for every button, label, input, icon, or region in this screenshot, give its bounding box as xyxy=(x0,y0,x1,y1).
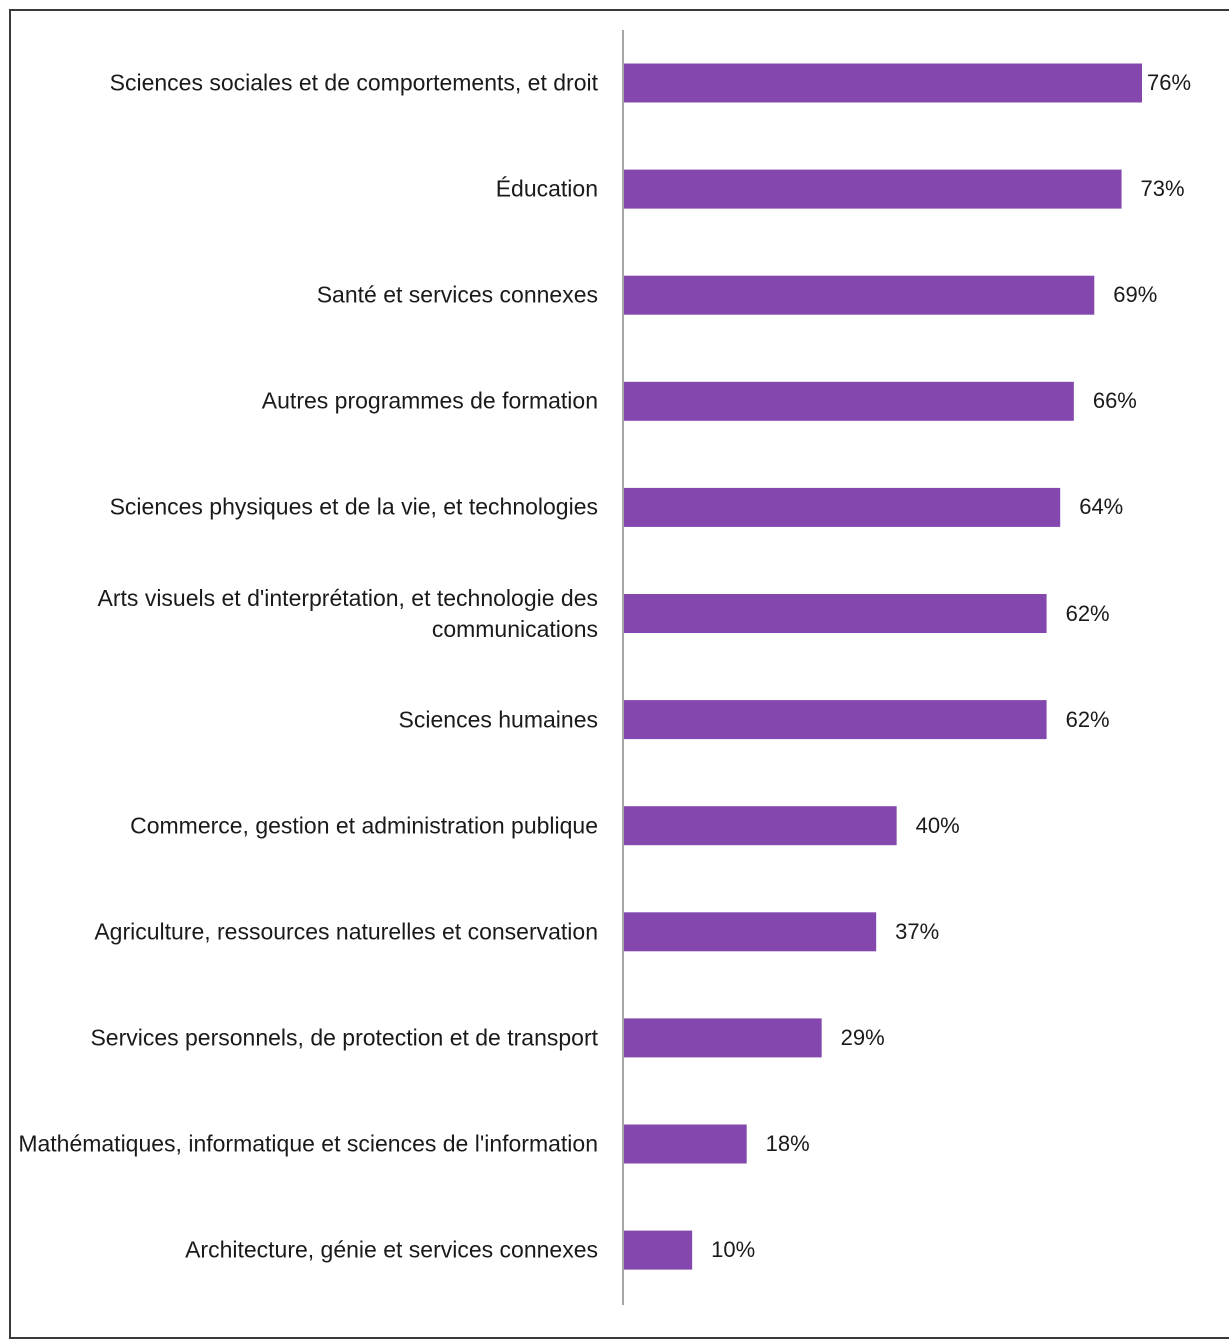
category-label: Commerce, gestion et administration publ… xyxy=(130,812,598,839)
data-label: 64% xyxy=(1079,494,1124,520)
bar xyxy=(624,806,897,846)
data-label: 69% xyxy=(1113,282,1158,308)
bar xyxy=(624,169,1122,209)
data-label: 10% xyxy=(711,1237,756,1263)
category-label: Santé et services connexes xyxy=(316,281,598,308)
bar xyxy=(624,275,1095,315)
data-label: 66% xyxy=(1092,388,1137,414)
bar xyxy=(624,912,877,952)
data-label: 37% xyxy=(895,918,940,944)
category-label: Architecture, génie et services connexes xyxy=(185,1236,598,1263)
category-label: Autres programmes de formation xyxy=(261,387,598,414)
bar xyxy=(624,700,1047,740)
category-label: Arts visuels et d'interprétation, et tec… xyxy=(97,584,598,642)
category-label: Sciences physiques et de la vie, et tech… xyxy=(109,493,598,520)
bar xyxy=(624,1124,747,1164)
data-label: 62% xyxy=(1065,600,1110,626)
data-label: 29% xyxy=(840,1024,885,1050)
bar xyxy=(624,594,1047,633)
category-label: Sciences humaines xyxy=(398,706,598,733)
bar xyxy=(624,487,1061,527)
bar xyxy=(624,63,1142,103)
data-label: 18% xyxy=(765,1131,810,1156)
category-label: Services personnels, de protection et de… xyxy=(90,1024,598,1051)
data-label: 40% xyxy=(915,812,960,838)
data-label: 76% xyxy=(1147,70,1192,95)
data-label: 62% xyxy=(1065,706,1110,732)
category-label: Sciences sociales et de comportements, e… xyxy=(109,69,598,96)
category-label: Mathématiques, informatique et sciences … xyxy=(18,1130,598,1157)
data-label: 73% xyxy=(1140,176,1185,202)
bar xyxy=(624,381,1074,421)
category-label: Éducation xyxy=(495,175,598,202)
bar xyxy=(624,1230,693,1270)
bar xyxy=(624,1018,822,1058)
category-label: Agriculture, ressources naturelles et co… xyxy=(94,918,598,945)
